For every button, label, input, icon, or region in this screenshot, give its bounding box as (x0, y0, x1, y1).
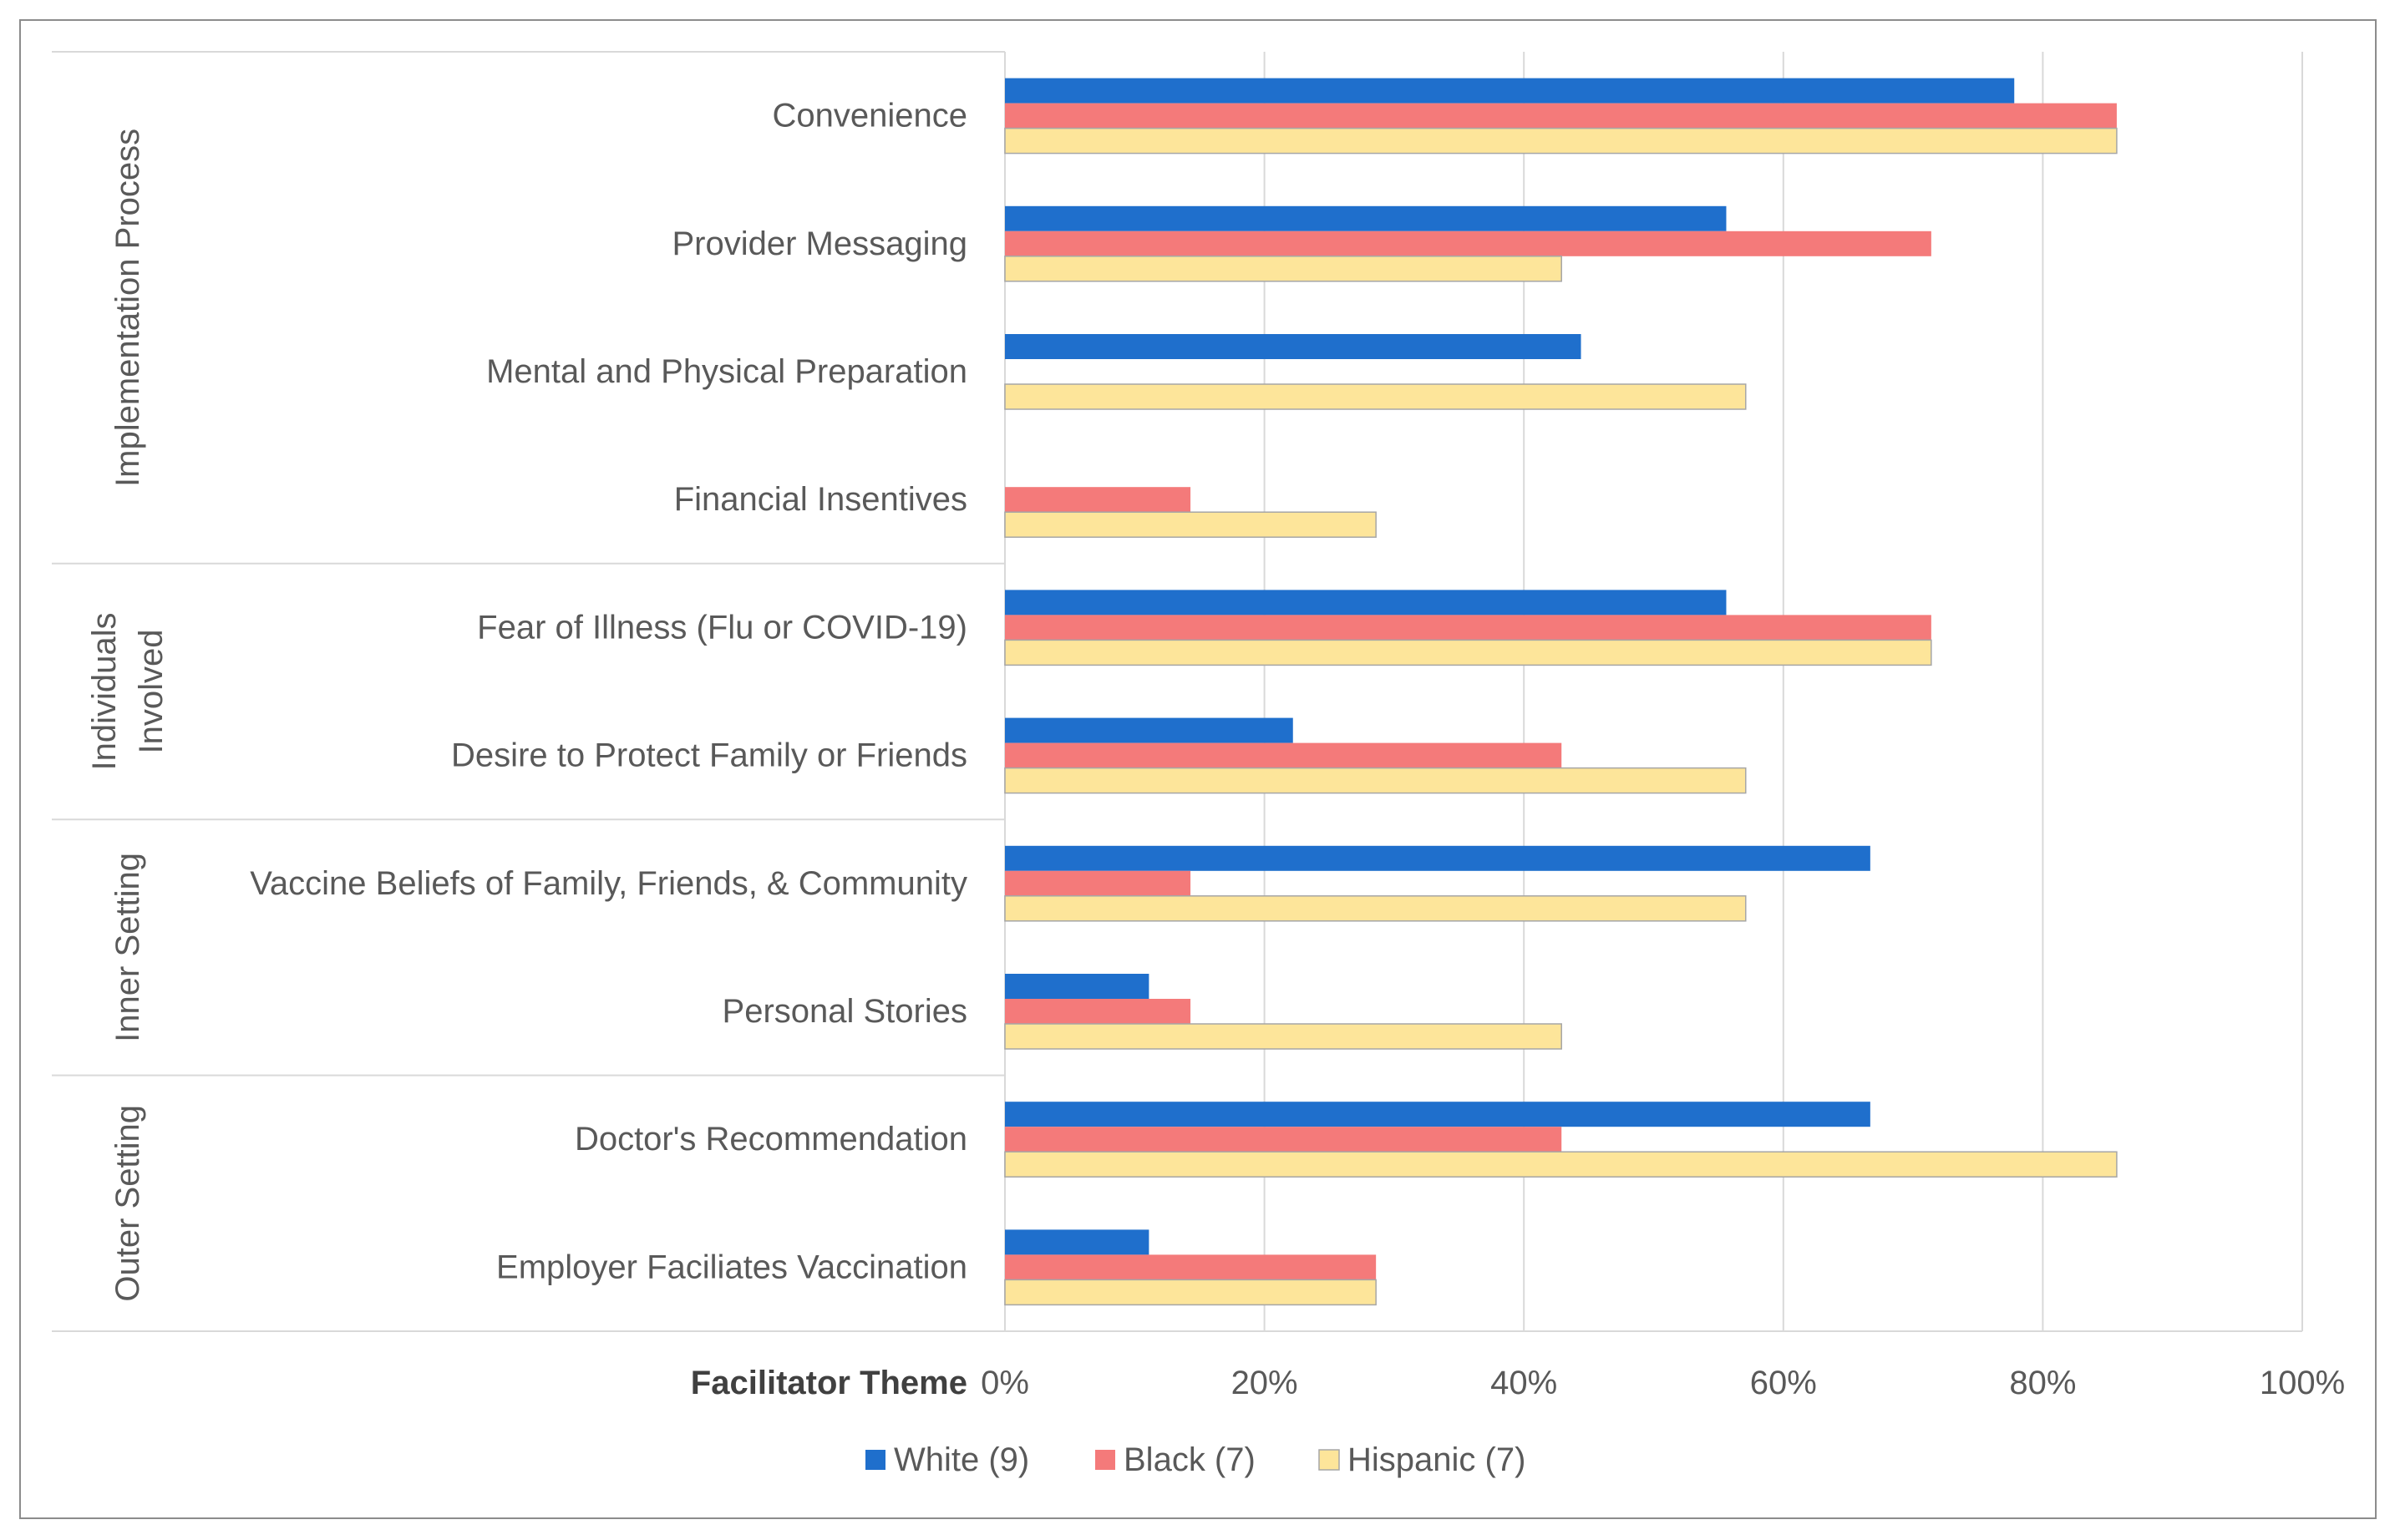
bar-hispanic (1004, 256, 1562, 282)
group-label: Inner Setting (109, 853, 146, 1042)
x-tick-label: 40% (1490, 1365, 1557, 1401)
bar-white (1005, 1102, 1870, 1127)
category-label: Convenience (773, 98, 968, 134)
category-label: Financial Insentives (674, 481, 967, 518)
bar-white (1005, 845, 1870, 871)
legend-swatch (865, 1450, 885, 1470)
bar-white (1005, 334, 1581, 359)
bar-black (1005, 1254, 1377, 1280)
bar-hispanic (1004, 383, 1747, 410)
category-label: Desire to Protect Family or Friends (451, 737, 967, 774)
bar-hispanic (1004, 1279, 1377, 1306)
group-label: Individuals (86, 612, 123, 770)
category-label: Employer Faciliates Vaccination (496, 1249, 967, 1285)
x-tick-label: 80% (2009, 1365, 2076, 1401)
x-tick-label: 60% (1750, 1365, 1817, 1401)
x-tick-label: 0% (981, 1365, 1029, 1401)
category-label: Doctor's Recommendation (575, 1121, 967, 1158)
bar-hispanic (1004, 1023, 1562, 1050)
bar-black (1005, 230, 1931, 256)
legend-swatch (1318, 1449, 1340, 1471)
bar-white (1005, 1229, 1149, 1255)
legend-label: Hispanic (7) (1347, 1441, 1525, 1478)
bar-black (1005, 870, 1191, 896)
legend-label: Black (7) (1124, 1441, 1256, 1478)
bar-hispanic (1004, 127, 2118, 155)
bar-black (1005, 742, 1562, 768)
legend-swatch (1095, 1450, 1115, 1470)
category-label: Provider Messaging (672, 225, 968, 262)
category-label: Mental and Physical Preparation (486, 353, 967, 390)
group-label: Outer Setting (109, 1105, 146, 1302)
category-label: Vaccine Beliefs of Family, Friends, & Co… (250, 865, 967, 902)
legend-label: White (9) (894, 1441, 1029, 1478)
category-label: Fear of Illness (Flu or COVID-19) (477, 609, 967, 646)
bar-hispanic (1004, 639, 1932, 666)
x-tick-label: 100% (2260, 1365, 2345, 1401)
group-label: Involved (133, 630, 170, 754)
bar-hispanic (1004, 1151, 2118, 1178)
group-label: Implementation Process (109, 129, 146, 487)
bar-hispanic (1004, 767, 1747, 794)
bar-white (1005, 590, 1727, 615)
bar-white (1005, 974, 1149, 999)
x-axis-title: Facilitator Theme (691, 1365, 967, 1401)
bar-black (1005, 487, 1191, 513)
bar-hispanic (1004, 895, 1747, 922)
bar-black (1005, 999, 1191, 1024)
x-tick-label: 20% (1231, 1365, 1298, 1401)
bar-white (1005, 205, 1727, 231)
category-label: Personal Stories (723, 993, 967, 1030)
bar-white (1005, 78, 2015, 104)
bar-black (1005, 103, 2117, 129)
bar-hispanic (1004, 511, 1377, 538)
bar-black (1005, 1127, 1562, 1152)
bar-white (1005, 717, 1293, 743)
bar-black (1005, 615, 1931, 641)
